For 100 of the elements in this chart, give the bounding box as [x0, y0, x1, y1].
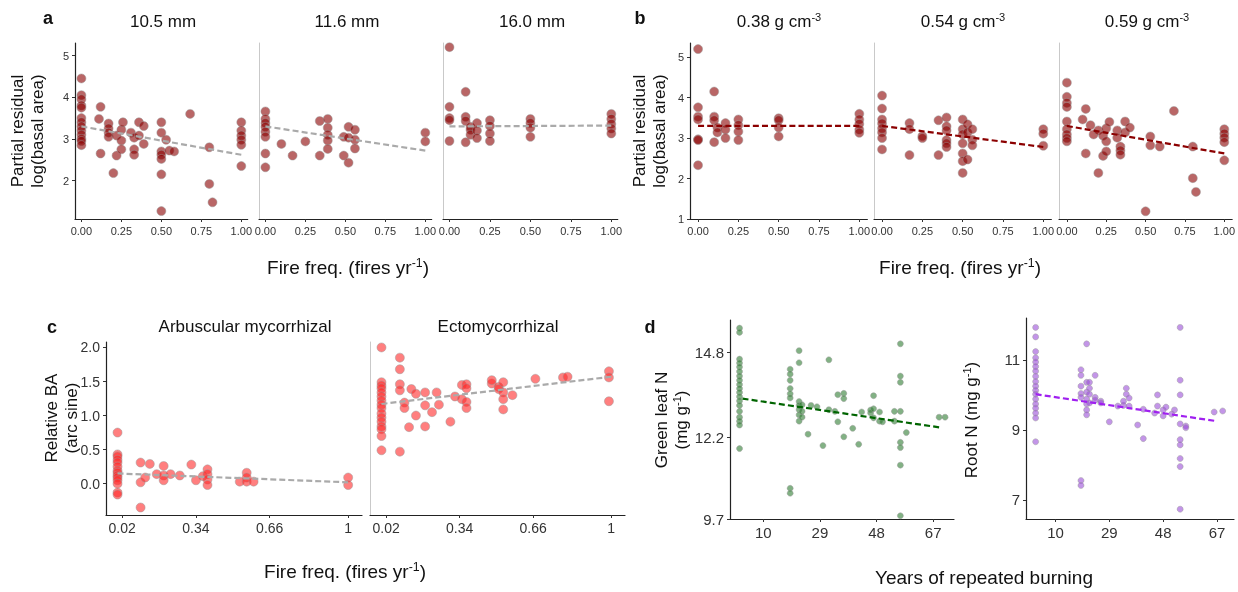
point	[1124, 122, 1135, 133]
point	[877, 144, 887, 155]
point	[394, 364, 405, 375]
x-tick-label: 1.00	[848, 224, 871, 237]
x-tick-label: 0.00	[687, 224, 709, 237]
y-tick-label: 11	[1004, 351, 1020, 369]
point	[941, 112, 952, 123]
point	[709, 115, 720, 126]
point	[1191, 186, 1201, 197]
point	[693, 160, 703, 171]
point	[394, 385, 405, 396]
point	[498, 377, 509, 388]
x-tick-label: 0.66	[256, 520, 284, 536]
x-tick-label: 0.75	[190, 224, 213, 237]
point	[76, 73, 87, 84]
point	[376, 431, 387, 441]
x-tick-label: 0.50	[1134, 224, 1157, 237]
x-tick-label: 0.25	[110, 224, 133, 237]
point	[427, 407, 437, 418]
point	[185, 109, 196, 119]
x-tick-label: 48	[868, 524, 885, 541]
x-tick-label: 0.02	[372, 520, 400, 536]
point	[1219, 155, 1230, 166]
point	[276, 139, 287, 149]
y-tick-label: 2	[677, 172, 684, 185]
x-axis-title: Years of repeated burning	[875, 567, 1093, 589]
chart-title: 0.59 g cm$^{-3}$	[1104, 11, 1190, 32]
x-axis-title: Fire freq. (fires yr$^{-1}$)	[264, 560, 426, 583]
x-tick-label: 1.00	[600, 224, 623, 237]
point	[420, 421, 431, 432]
x-tick-label: 0.75	[992, 224, 1014, 237]
x-tick-label: 0.34	[445, 520, 474, 536]
point	[957, 167, 968, 178]
point	[411, 388, 421, 399]
x-tick-label: 0.75	[560, 224, 582, 237]
text: c	[46, 316, 58, 338]
point	[877, 103, 887, 114]
text: a	[42, 7, 54, 29]
point	[530, 373, 541, 384]
point	[941, 142, 952, 152]
point	[314, 116, 325, 126]
x-tick-label: 1	[607, 520, 616, 536]
point	[1038, 128, 1049, 139]
chart-title: Arbuscular mycorrhizal	[158, 317, 332, 337]
point	[877, 90, 887, 101]
y-tick-label: 5	[677, 51, 684, 64]
x-tick-label: 10	[1047, 524, 1064, 541]
y-tick-label: 4	[677, 91, 684, 104]
y-axis-title: Partial residual log(basal area)	[8, 73, 48, 190]
x-tick-label: 0.00	[438, 224, 461, 237]
point	[1093, 167, 1104, 178]
point	[460, 137, 471, 148]
point	[135, 502, 146, 513]
x-tick-label: 29	[811, 524, 829, 541]
point	[236, 161, 247, 171]
x-tick-label: 1.00	[1032, 224, 1055, 237]
point	[904, 150, 915, 160]
point	[962, 154, 973, 165]
point	[1061, 136, 1072, 147]
x-tick-label: 0.75	[1174, 224, 1196, 237]
point	[376, 342, 387, 353]
x-tick-label: 0.00	[871, 224, 893, 237]
point	[709, 86, 720, 97]
point	[693, 102, 703, 113]
point	[562, 371, 573, 382]
x-tick-label: 0.50	[150, 224, 173, 237]
point	[207, 197, 218, 208]
chart-title: 16.0 mm	[498, 12, 566, 32]
point	[420, 387, 431, 398]
point	[1061, 116, 1072, 127]
x-tick-label: 0.25	[294, 224, 317, 237]
x-tick-label: 0.75	[808, 224, 830, 237]
point	[957, 138, 968, 149]
point	[1061, 77, 1072, 88]
point	[411, 410, 421, 421]
x-tick-label: 29	[1100, 524, 1118, 541]
y-tick-label: 4	[62, 91, 69, 104]
y-tick-label: 7	[1011, 491, 1020, 509]
point	[445, 416, 456, 427]
point	[95, 148, 106, 159]
point	[158, 475, 169, 486]
point	[733, 126, 744, 137]
point	[1104, 117, 1115, 127]
point	[1169, 106, 1179, 116]
point	[1145, 140, 1156, 151]
point	[933, 115, 944, 126]
x-tick-label: 48	[1154, 524, 1172, 541]
point	[877, 133, 887, 143]
point	[1038, 140, 1049, 151]
x-tick-label: 0.00	[254, 224, 277, 237]
point	[1219, 137, 1230, 148]
chart-title: 0.38 g cm$^{-3}$	[736, 11, 822, 32]
x-tick-label: 0.50	[334, 224, 357, 237]
x-tick-label: 0.50	[951, 224, 974, 237]
point	[1061, 102, 1072, 112]
point	[693, 44, 703, 54]
point	[322, 114, 333, 124]
x-tick-label: 0.25	[1095, 224, 1117, 237]
point	[498, 404, 509, 415]
point	[434, 399, 444, 410]
